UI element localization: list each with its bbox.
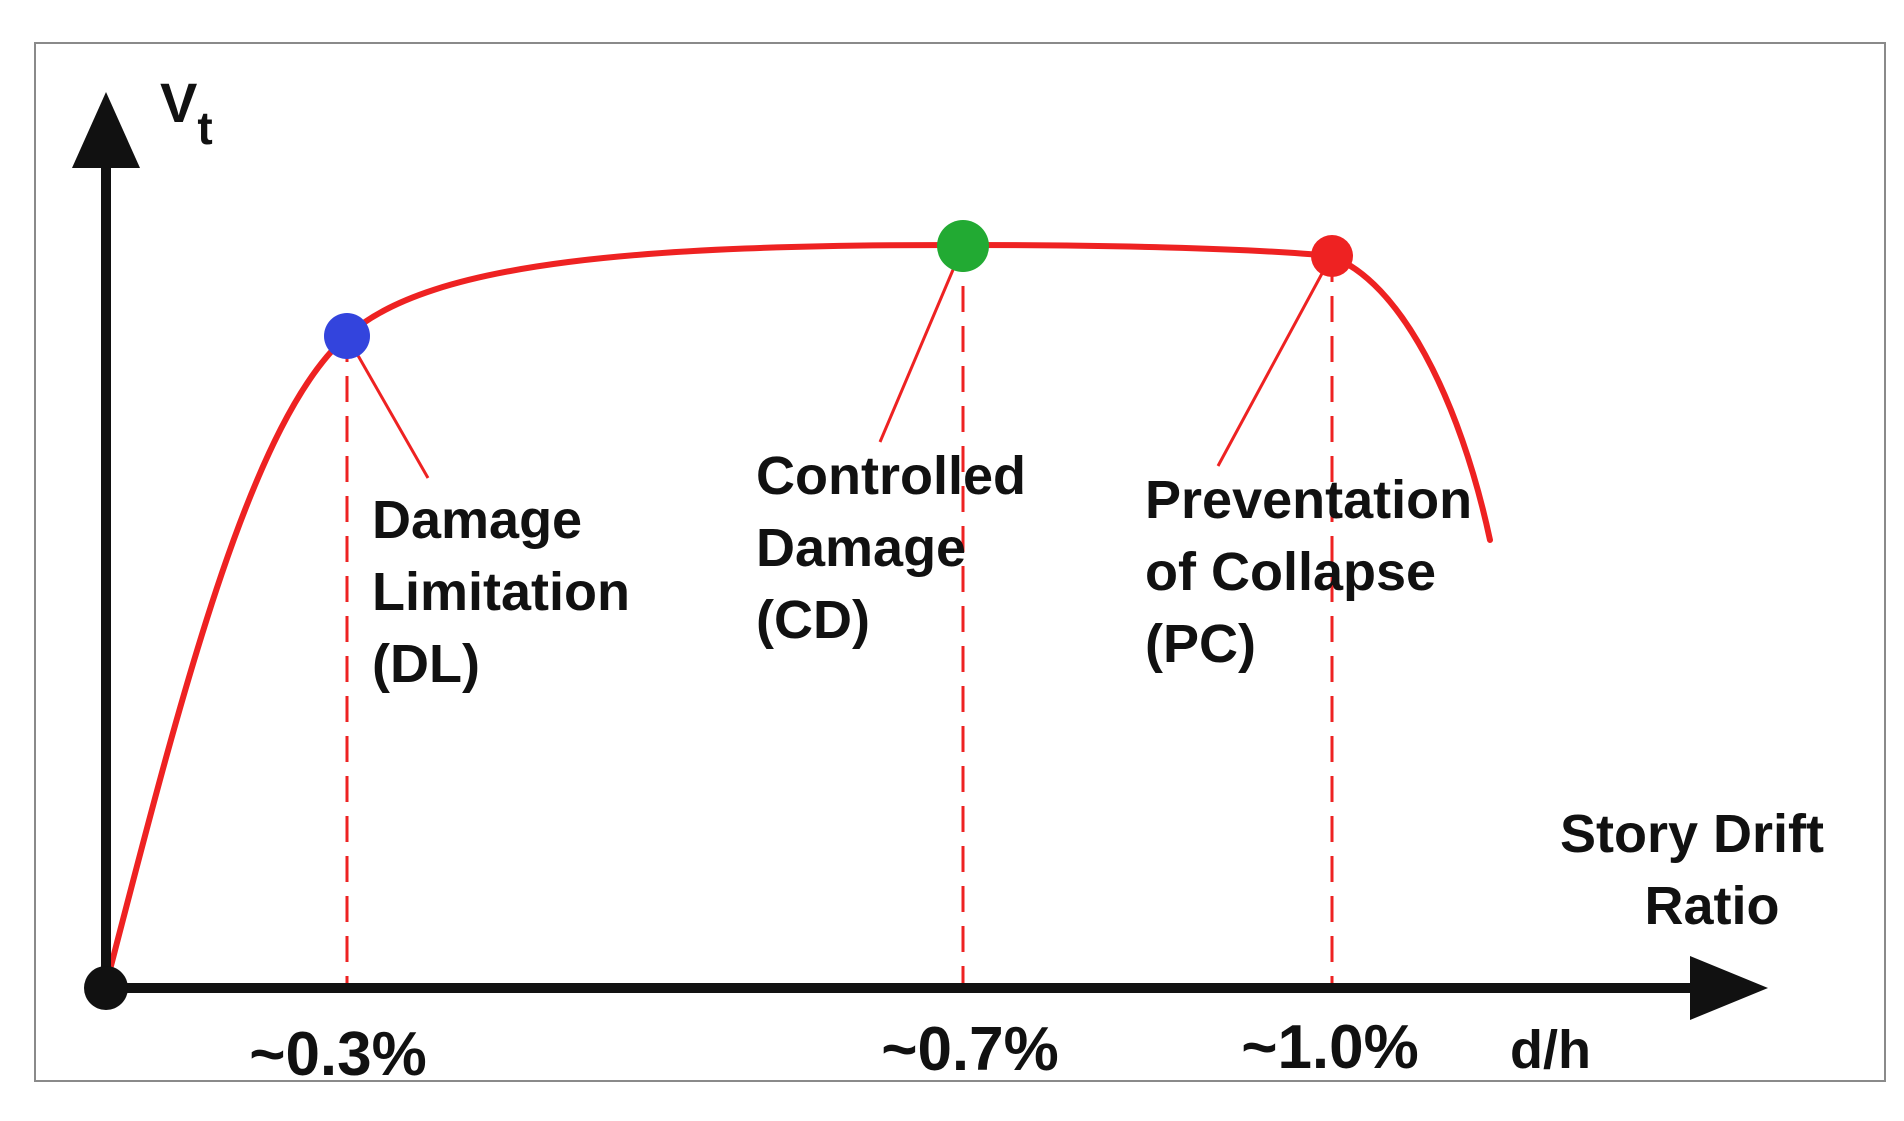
- capacity-curve: [103, 241, 1493, 988]
- pc-label-line2: of Collapse: [1145, 542, 1436, 602]
- origin-point: [84, 966, 128, 1010]
- figure-frame: [34, 42, 1886, 1082]
- cd-leader-line: [878, 257, 960, 443]
- dl-label-line1: Damage: [372, 490, 582, 550]
- x-axis-label-line1: Story Drift: [1560, 804, 1824, 864]
- dl-leader-line: [350, 344, 430, 479]
- x-axis-label-line2: Ratio: [1645, 876, 1780, 936]
- cd-value-label: ~0.7%: [881, 1015, 1059, 1084]
- pc-leader-line: [1216, 267, 1327, 467]
- cd-label-line3: (CD): [756, 590, 870, 650]
- x-axis-arrow: [1690, 956, 1768, 1020]
- cd-label-line1: Controlled: [756, 446, 1026, 506]
- dl-value-label: ~0.3%: [249, 1020, 427, 1089]
- pc-value-label: ~1.0%: [1241, 1013, 1419, 1082]
- y-axis-arrow: [72, 92, 140, 168]
- y-axis-label: Vt: [160, 71, 213, 154]
- pc-label-line1: Preventation: [1145, 470, 1472, 530]
- x-axis-unit: d/h: [1510, 1020, 1591, 1080]
- cd-label-line2: Damage: [756, 518, 966, 578]
- cd-point: [937, 220, 989, 272]
- dl-label-line2: Limitation: [372, 562, 630, 622]
- dl-label-line3: (DL): [372, 634, 480, 694]
- pc-point: [1311, 235, 1353, 277]
- dl-point: [324, 313, 370, 359]
- pc-label-line3: (PC): [1145, 614, 1256, 674]
